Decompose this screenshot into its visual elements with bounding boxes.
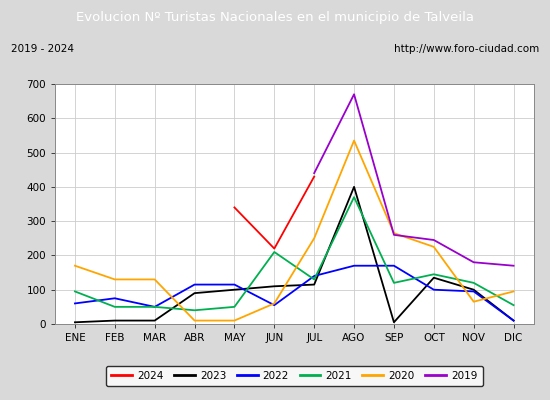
Text: Evolucion Nº Turistas Nacionales en el municipio de Talveila: Evolucion Nº Turistas Nacionales en el m… [76, 12, 474, 24]
Text: 2019 - 2024: 2019 - 2024 [11, 44, 74, 54]
Text: http://www.foro-ciudad.com: http://www.foro-ciudad.com [394, 44, 539, 54]
Legend: 2024, 2023, 2022, 2021, 2020, 2019: 2024, 2023, 2022, 2021, 2020, 2019 [106, 366, 483, 386]
